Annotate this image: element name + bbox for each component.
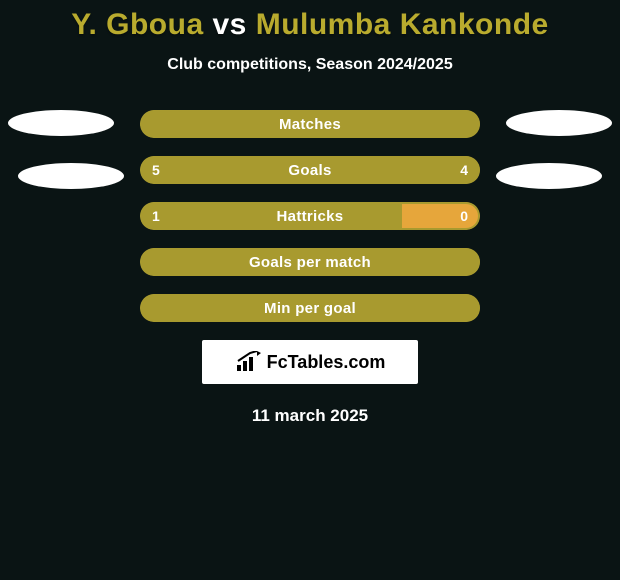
- brand-text: FcTables.com: [267, 352, 386, 373]
- page-title: Y. Gboua vs Mulumba Kankonde: [0, 0, 620, 42]
- bar-label: Matches: [140, 110, 480, 138]
- player1-name: Y. Gboua: [71, 8, 203, 41]
- subtitle: Club competitions, Season 2024/2025: [0, 56, 620, 74]
- stat-bar-goals: Goals5 4: [140, 156, 480, 184]
- bar-label: Goals: [140, 156, 480, 184]
- bar-label: Goals per match: [140, 248, 480, 276]
- bar-label: Min per goal: [140, 294, 480, 322]
- brand-badge[interactable]: FcTables.com: [202, 340, 418, 384]
- avatar-placeholder-right-2: [496, 163, 602, 189]
- bars-container: Matches Goals5 4 Hattricks1 0 Goals per match…: [0, 110, 620, 322]
- stat-bar-min-per-goal: Min per goal: [140, 294, 480, 322]
- stat-bar-matches: Matches: [140, 110, 480, 138]
- brand-chart-icon: [235, 351, 263, 373]
- avatar-placeholder-right-1: [506, 110, 612, 136]
- avatar-placeholder-left-1: [8, 110, 114, 136]
- bar-value-right: 4: [460, 156, 468, 184]
- player2-name: Mulumba Kankonde: [256, 8, 549, 41]
- bar-value-left: 5: [152, 156, 160, 184]
- avatar-placeholder-left-2: [18, 163, 124, 189]
- vs-text: vs: [212, 8, 246, 41]
- bar-value-right: 0: [460, 202, 468, 230]
- chart-area: Matches Goals5 4 Hattricks1 0 Goals per match…: [0, 110, 620, 322]
- stat-bar-goals-per-match: Goals per match: [140, 248, 480, 276]
- bar-label: Hattricks: [140, 202, 480, 230]
- bar-value-left: 1: [152, 202, 160, 230]
- stat-bar-hattricks: Hattricks1 0: [140, 202, 480, 230]
- footer-date: 11 march 2025: [0, 406, 620, 426]
- page-root: Y. Gboua vs Mulumba Kankonde Club compet…: [0, 0, 620, 580]
